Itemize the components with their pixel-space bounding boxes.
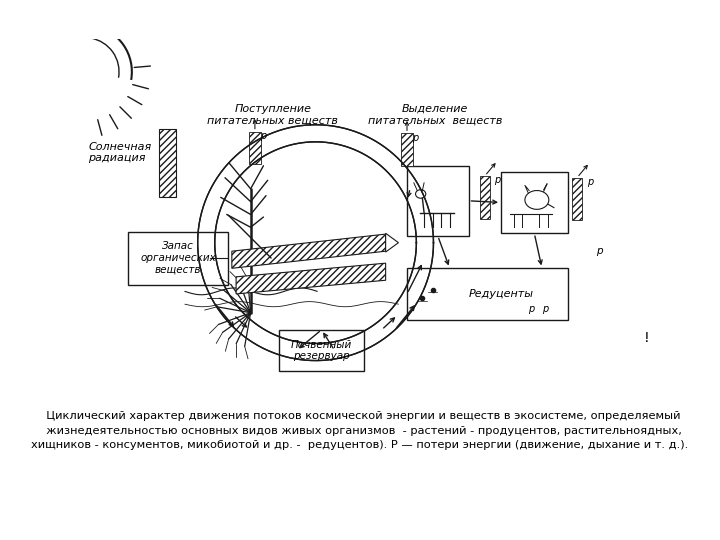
Text: р: р [587, 177, 593, 187]
Ellipse shape [525, 191, 549, 210]
Ellipse shape [415, 190, 426, 198]
Text: р: р [542, 305, 549, 314]
Polygon shape [236, 263, 386, 294]
Text: Редуценты: Редуценты [469, 289, 534, 299]
Text: Выделение
питательных  веществ: Выделение питательных веществ [368, 104, 503, 125]
Bar [407, 166, 469, 236]
Bar [480, 176, 490, 219]
Text: Запас
органических
веществ: Запас органических веществ [140, 241, 216, 275]
Bar [279, 330, 364, 371]
Text: р: р [495, 176, 500, 185]
FancyArrow shape [386, 233, 398, 252]
Bar [127, 232, 228, 285]
Bar [159, 129, 176, 198]
Bar [401, 133, 413, 166]
Text: р: р [413, 132, 418, 143]
Text: р: р [528, 305, 534, 314]
Text: р: р [596, 246, 603, 256]
Text: р: р [261, 131, 266, 141]
Bar [407, 268, 567, 320]
Bar [501, 172, 567, 233]
Text: !: ! [644, 332, 649, 346]
Polygon shape [232, 234, 386, 268]
Text: Циклический характер движения потоков космической энергии и веществ в экосистеме: Циклический характер движения потоков ко… [40, 411, 680, 421]
Text: Поступление
питательных веществ: Поступление питательных веществ [207, 104, 338, 125]
Text: Солнечная
радиация: Солнечная радиация [89, 142, 151, 164]
Text: жизнедеятельностью основных видов живых организмов  - растений - продуцентов, ра: жизнедеятельностью основных видов живых … [39, 426, 681, 435]
Text: Почвенный
резервуар: Почвенный резервуар [291, 340, 352, 361]
Bar [572, 178, 582, 220]
Bar [249, 132, 261, 164]
Text: хищников - консументов, микобиотой и др. -  редуцентов). Р — потери энергии (дви: хищников - консументов, микобиотой и др.… [32, 440, 688, 450]
